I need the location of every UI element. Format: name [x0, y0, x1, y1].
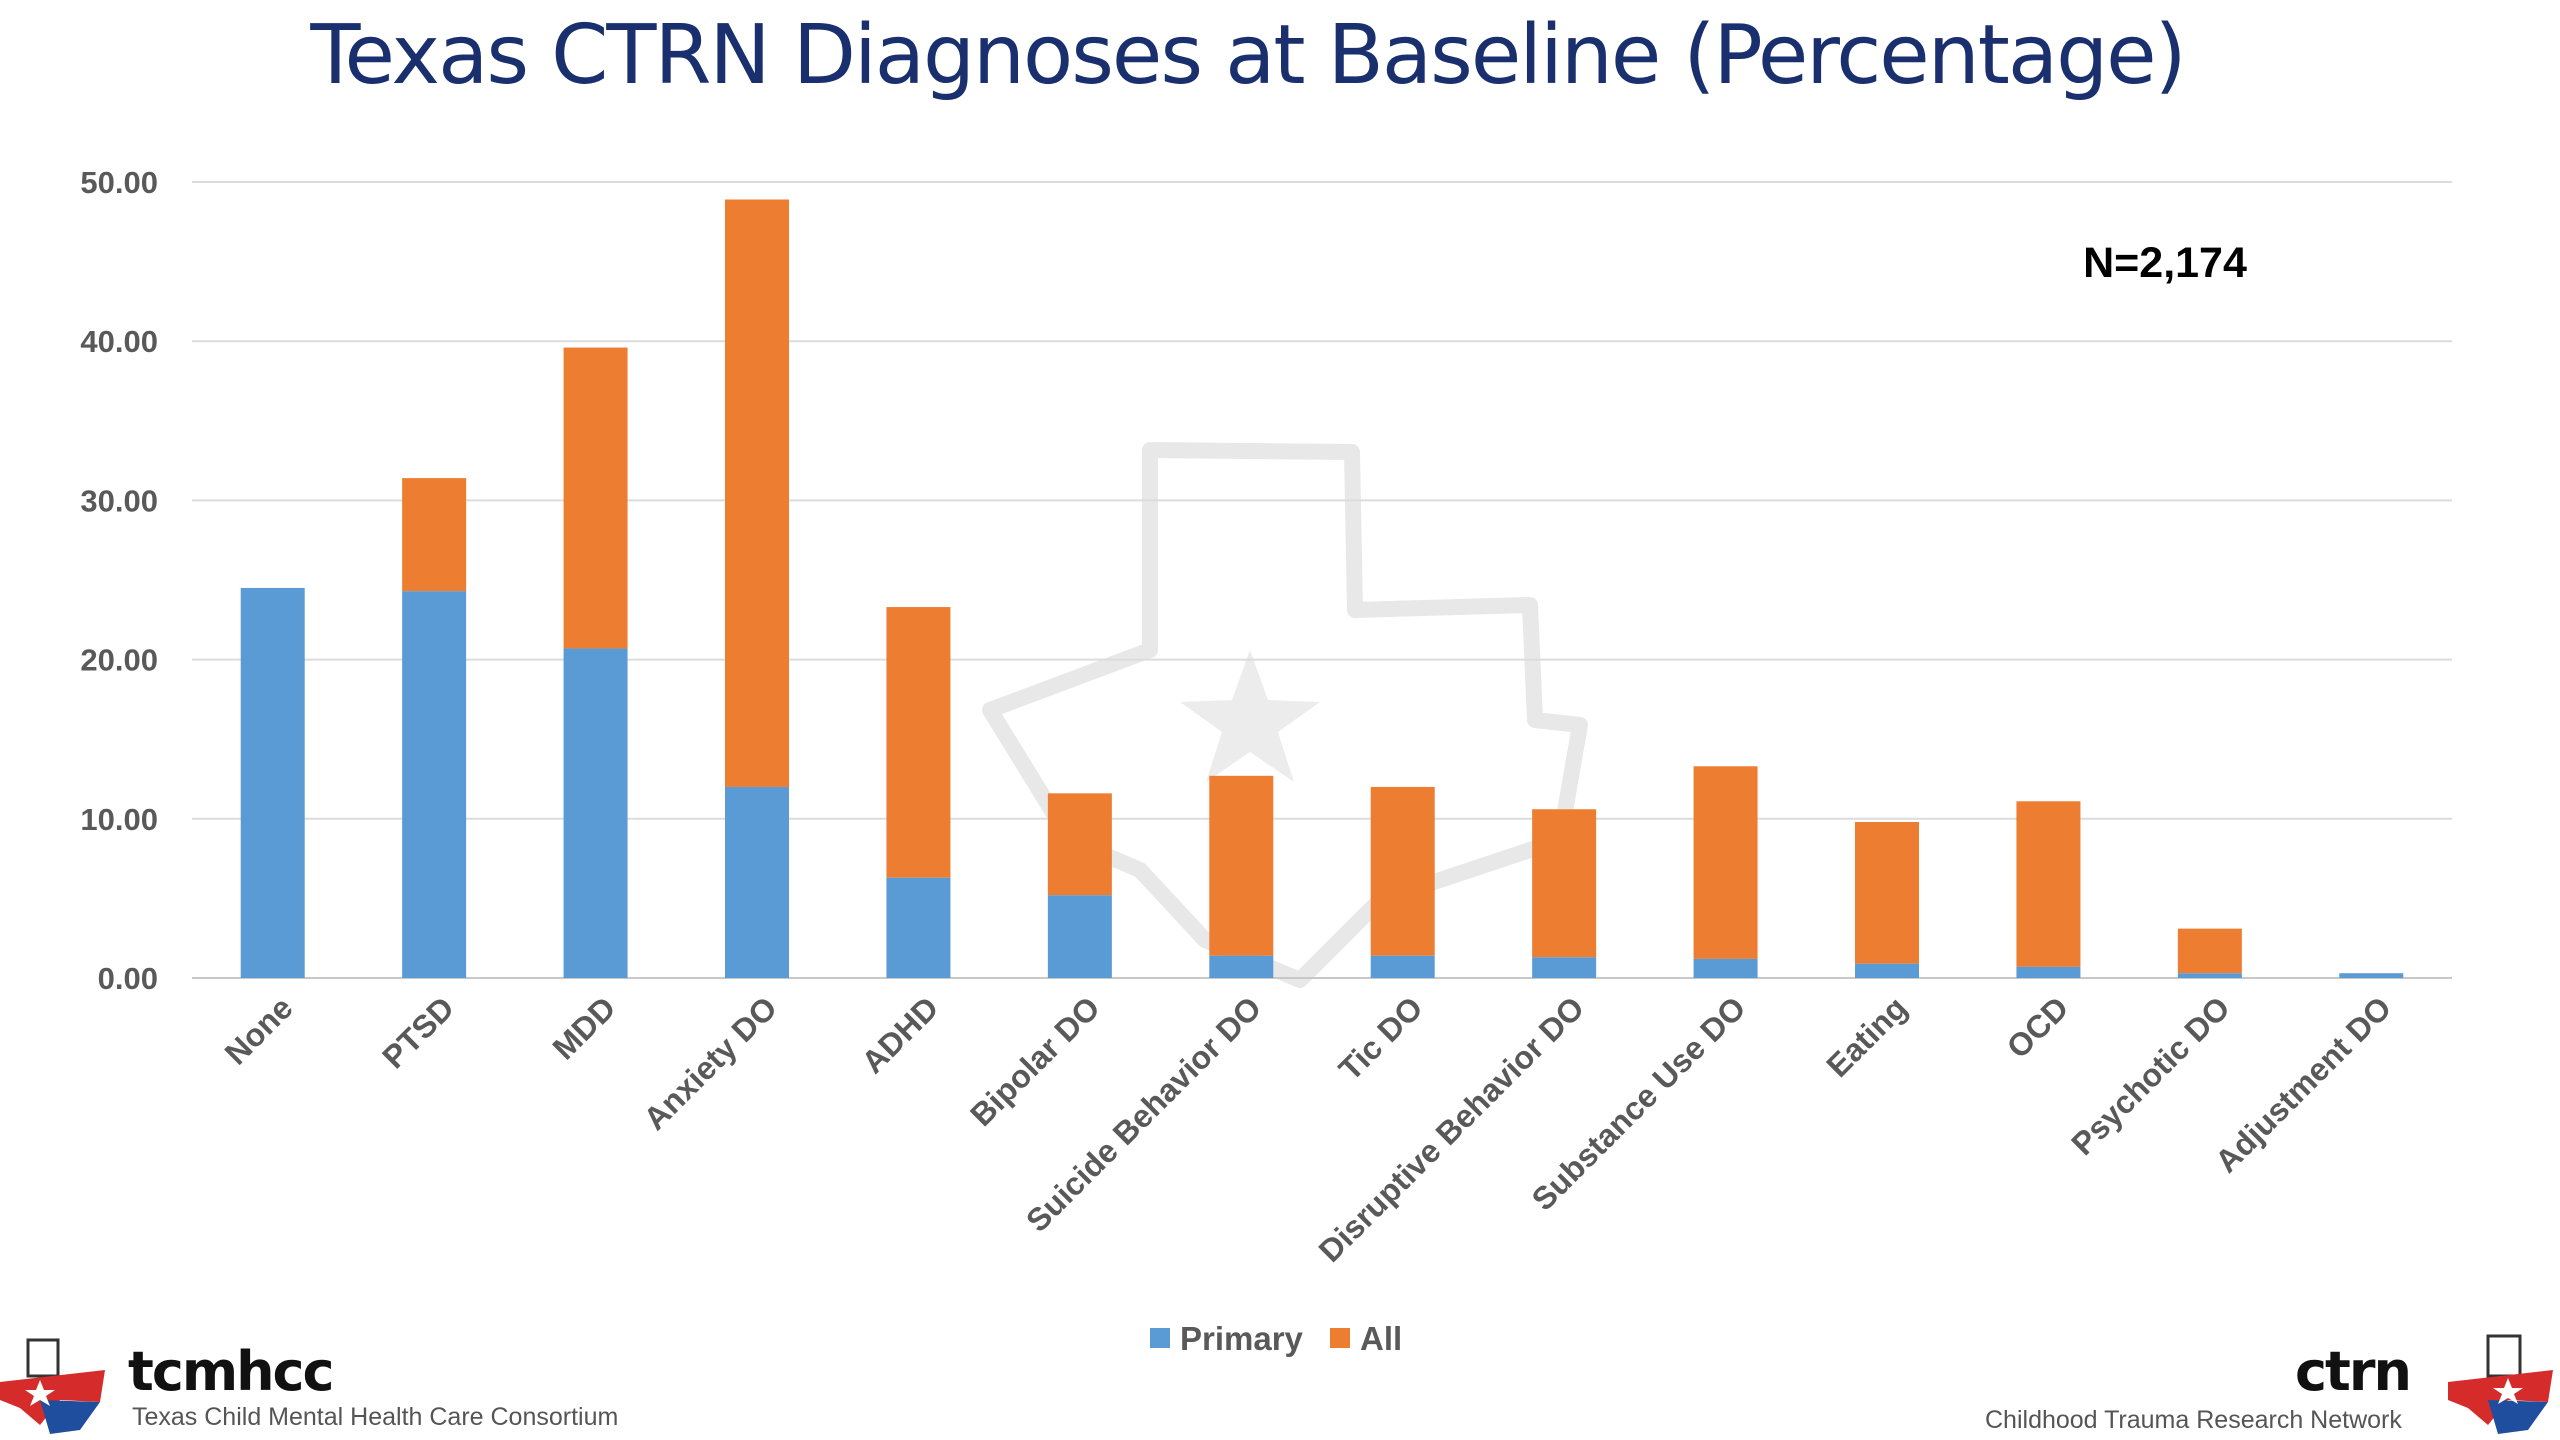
x-tick-label: Anxiety DO — [637, 989, 784, 1136]
x-tick-label: None — [218, 989, 300, 1071]
x-tick-label: Bipolar DO — [963, 989, 1107, 1133]
y-tick-label: 20.00 — [80, 643, 158, 678]
bar-all — [1855, 821, 1919, 964]
bar-all — [1209, 775, 1274, 956]
legend-swatch — [1330, 1328, 1350, 1348]
y-tick-label: 0.00 — [98, 961, 158, 996]
bar-all — [1047, 793, 1112, 896]
ctrn-subtitle: Childhood Trauma Research Network — [1985, 1406, 2402, 1434]
bar-primary — [1370, 955, 1435, 978]
bar-primary — [1693, 958, 1758, 978]
bar-all — [2177, 928, 2242, 974]
legend: Primary All — [1150, 1320, 1402, 1357]
bar-primary — [1209, 955, 1274, 978]
y-tick-label: 50.00 — [80, 165, 158, 200]
bar-primary — [2016, 966, 2081, 978]
legend-label: Primary — [1180, 1320, 1304, 1357]
tcmhcc-name: tcmhcc — [128, 1340, 335, 1403]
chart-title: Texas CTRN Diagnoses at Baseline (Percen… — [310, 8, 2186, 103]
bar-primary — [563, 648, 628, 978]
tcmhcc-subtitle: Texas Child Mental Health Care Consortiu… — [132, 1403, 619, 1431]
x-tick-label: Adjustment DO — [2208, 989, 2398, 1179]
bar-all — [1693, 766, 1758, 959]
x-tick-label: OCD — [2000, 989, 2076, 1065]
y-tick-label: 40.00 — [80, 324, 158, 359]
sample-size-annotation: N=2,174 — [2083, 239, 2247, 287]
bar-primary — [402, 591, 467, 978]
y-tick-label: 10.00 — [80, 802, 158, 837]
x-tick-label: PTSD — [375, 989, 461, 1075]
x-tick-label: Psychotic DO — [2064, 989, 2237, 1162]
bar-primary — [2339, 973, 2404, 978]
bar-all — [2016, 801, 2081, 967]
bar-primary — [1855, 963, 1919, 978]
legend-label: All — [1360, 1320, 1402, 1357]
ctrn-logo: ctrn Childhood Trauma Research Network — [1960, 1330, 2560, 1440]
bar-all — [563, 347, 628, 649]
bar-all — [1532, 809, 1597, 958]
bar-all — [1370, 786, 1435, 956]
bar-primary — [725, 786, 789, 978]
y-tick-label: 30.00 — [80, 483, 158, 518]
x-tick-label: Disruptive Behavior DO — [1312, 989, 1591, 1268]
bar-primary — [2177, 973, 2242, 978]
texas-flag-icon — [0, 1338, 105, 1434]
bar-primary — [886, 877, 951, 978]
ctrn-name: ctrn — [2295, 1340, 2412, 1403]
bar-primary — [240, 587, 305, 978]
tcmhcc-logo: tcmhcc Texas Child Mental Health Care Co… — [0, 1330, 618, 1440]
bar-all — [725, 199, 789, 787]
bar-all — [402, 478, 467, 592]
bar-primary — [1532, 957, 1597, 978]
texas-flag-icon — [2448, 1334, 2553, 1434]
bar-primary — [1047, 895, 1112, 978]
x-tick-label: Tic DO — [1332, 989, 1430, 1087]
legend-swatch — [1150, 1328, 1170, 1348]
bar-all — [886, 607, 951, 878]
x-tick-label: MDD — [546, 989, 623, 1066]
x-tick-label: ADHD — [855, 989, 946, 1080]
x-tick-label: Eating — [1819, 989, 1914, 1084]
